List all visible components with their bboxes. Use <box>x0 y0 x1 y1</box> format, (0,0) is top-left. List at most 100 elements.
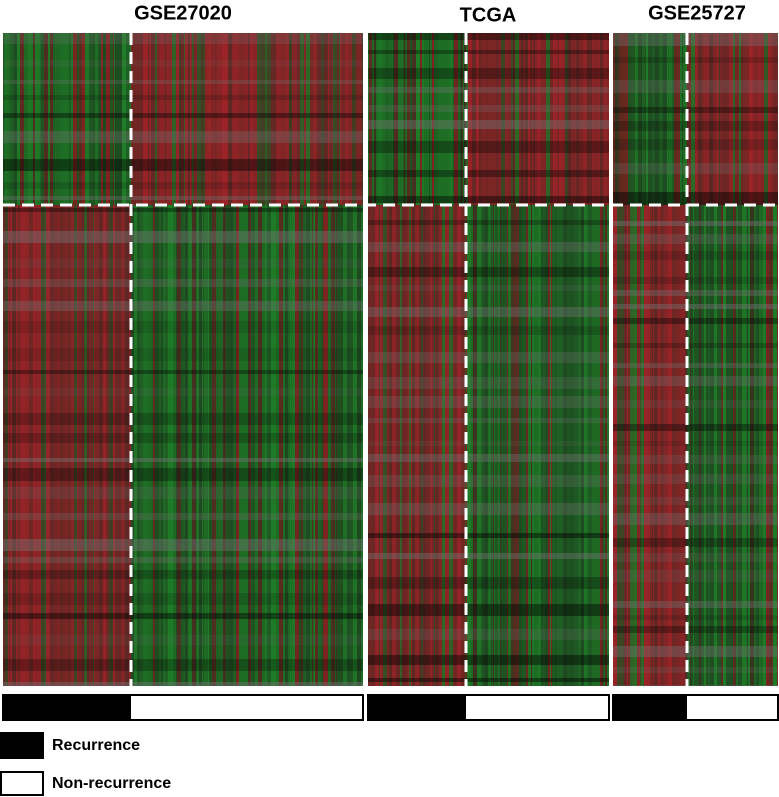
heat-column <box>429 33 430 205</box>
heat-column <box>537 33 541 205</box>
heat-column <box>159 205 161 686</box>
heat-row <box>613 646 778 657</box>
heat-column <box>619 33 623 205</box>
heat-row <box>3 182 363 189</box>
heat-column <box>409 205 411 686</box>
heat-row <box>613 290 778 296</box>
heat-column <box>638 205 639 686</box>
heat-column <box>129 205 131 686</box>
heat-column <box>71 33 73 205</box>
heat-row <box>613 455 778 464</box>
heat-column <box>691 205 692 686</box>
heat-column <box>37 205 41 686</box>
heat-column <box>237 205 239 686</box>
heat-row <box>368 285 609 291</box>
heat-row <box>613 601 778 608</box>
heat-column <box>558 33 559 205</box>
heat-column <box>173 205 176 686</box>
heat-column <box>627 205 628 686</box>
heat-column <box>33 33 35 205</box>
heat-column <box>300 33 304 205</box>
heat-column <box>379 205 380 686</box>
heat-column <box>208 205 209 686</box>
heat-column <box>65 33 69 205</box>
heat-column <box>491 205 492 686</box>
heat-column <box>67 205 71 686</box>
heat-column <box>430 205 432 686</box>
heat-column <box>465 205 466 686</box>
heat-column <box>749 33 753 205</box>
heat-column <box>216 205 219 686</box>
heat-column <box>405 33 407 205</box>
heat-column <box>348 33 352 205</box>
heat-row <box>613 277 778 284</box>
heat-column <box>209 205 212 686</box>
heat-column <box>392 205 396 686</box>
heat-row <box>613 538 778 547</box>
heat-column <box>415 205 418 686</box>
heat-column <box>748 205 750 686</box>
heat-row <box>368 678 609 682</box>
heat-column <box>489 33 492 205</box>
heat-row <box>368 120 609 129</box>
heat-column <box>310 33 313 205</box>
heat-column <box>113 33 114 205</box>
heat-column <box>94 33 95 205</box>
heat-column <box>119 33 122 205</box>
heat-row <box>613 400 778 408</box>
heat-column <box>85 33 89 205</box>
heat-column <box>46 205 50 686</box>
heat-column <box>573 33 574 205</box>
heat-column <box>217 33 219 205</box>
heat-column <box>318 205 321 686</box>
heat-row <box>613 80 778 93</box>
heat-column <box>461 33 463 205</box>
heat-column <box>192 205 196 686</box>
heat-column <box>184 205 185 686</box>
heat-column <box>143 33 145 205</box>
heat-column <box>769 205 773 686</box>
heat-column <box>564 33 565 205</box>
heat-row <box>368 396 609 408</box>
heat-column <box>680 33 682 205</box>
heat-column <box>378 33 382 205</box>
heat-column <box>95 205 99 686</box>
heat-row <box>368 220 609 225</box>
heat-column <box>584 205 587 686</box>
heat-column <box>466 205 467 686</box>
heat-column <box>568 33 571 205</box>
heat-column <box>155 205 159 686</box>
heat-column <box>592 33 595 205</box>
heat-column <box>454 33 458 205</box>
heat-column <box>557 205 559 686</box>
heat-column <box>607 205 609 686</box>
heat-column <box>445 205 449 686</box>
heat-column <box>197 205 199 686</box>
heat-column <box>24 33 28 205</box>
heat-column <box>25 205 29 686</box>
heat-column <box>422 33 424 205</box>
heat-column <box>250 205 251 686</box>
heat-column <box>434 205 435 686</box>
heat-column <box>398 33 402 205</box>
heat-column <box>335 205 336 686</box>
heat-column <box>499 33 501 205</box>
heat-column <box>500 205 501 686</box>
heat-column <box>535 33 537 205</box>
heat-column <box>501 33 505 205</box>
heat-column <box>574 205 578 686</box>
heat-row <box>613 234 778 244</box>
heat-column <box>231 205 233 686</box>
heat-column <box>33 205 36 686</box>
heat-column <box>359 33 362 205</box>
heat-column <box>54 205 57 686</box>
heat-column <box>126 33 130 205</box>
heat-column <box>675 205 676 686</box>
heat-column <box>733 33 735 205</box>
heat-column <box>10 205 12 686</box>
heat-column <box>434 33 438 205</box>
heat-column <box>380 205 382 686</box>
heat-column <box>223 205 226 686</box>
heat-column <box>94 205 95 686</box>
heat-column <box>384 205 387 686</box>
